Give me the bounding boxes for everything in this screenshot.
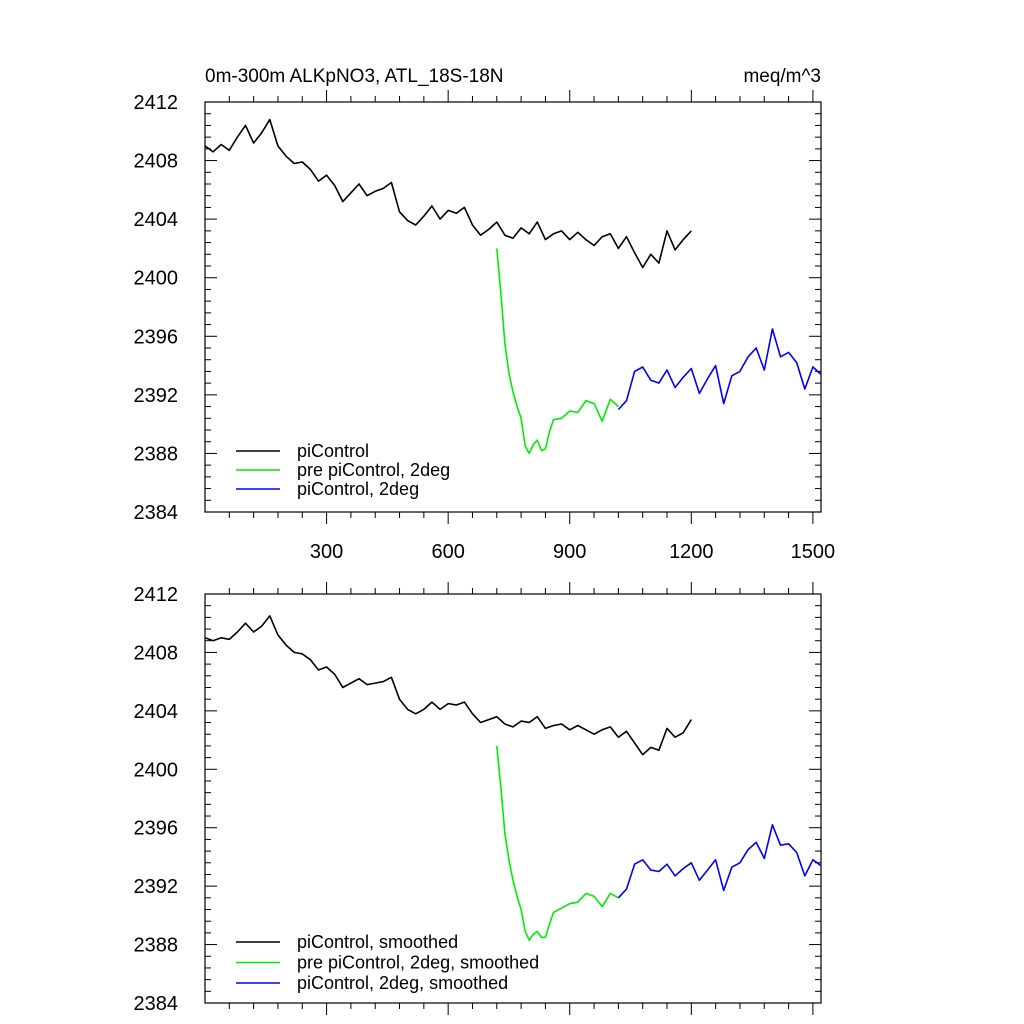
x-tick-label: 900 [553,541,586,563]
x-tick-label: 1500 [791,541,836,563]
y-tick-label: 2388 [134,935,179,957]
y-tick-label: 2400 [134,268,179,290]
y-tick-label: 2384 [134,993,179,1015]
series-line-pre-picontrol-2deg [496,248,619,455]
y-tick-label: 2412 [134,92,179,114]
y-tick-label: 2404 [134,209,179,231]
plot-frame [204,593,822,1004]
y-tick-label: 2392 [134,876,179,898]
plot-frame [204,101,822,513]
legend-label: piControl [297,441,369,461]
units-label: meq/m^3 [743,66,821,87]
legend-label: piControl, 2deg [297,479,419,499]
y-tick-label: 2404 [134,701,179,723]
series-line-picontrol-smoothed [204,615,692,756]
y-tick-label: 2408 [134,642,179,664]
y-tick-label: 2408 [134,151,179,173]
chart-title: 0m-300m ALKpNO3, ATL_18S-18N [205,66,504,87]
y-tick-label: 2396 [134,326,179,348]
bottom-panel: 2384 2388 2392 2396 2400 2404 2408 2412 piContro… [134,582,822,1015]
x-tick-label: 600 [431,541,464,563]
y-tick-label: 2396 [134,818,179,840]
y-tick-label: 2384 [134,502,179,524]
y-tick-label: 2412 [134,584,179,606]
series-line-picontrol [204,118,692,269]
x-tick-label: 1200 [669,541,714,563]
legend-label: pre piControl, 2deg, smoothed [297,953,539,973]
series-line-picontrol-2deg [617,328,822,411]
y-tick-label: 2388 [134,443,179,465]
y-tick-label: 2392 [134,385,179,407]
series-line-picontrol-2deg-smoothed [617,823,822,899]
legend-label: piControl, 2deg, smoothed [297,973,508,993]
top-panel: 2384 2388 2392 2396 2400 2404 2408 2412 300 600 90… [134,66,836,563]
x-tick-label: 300 [310,541,343,563]
legend-label: piControl, smoothed [297,932,458,952]
series-line-pre-picontrol-2deg-smoothed [496,745,619,942]
y-tick-label: 2400 [134,759,179,781]
legend-label: pre piControl, 2deg [297,460,450,480]
